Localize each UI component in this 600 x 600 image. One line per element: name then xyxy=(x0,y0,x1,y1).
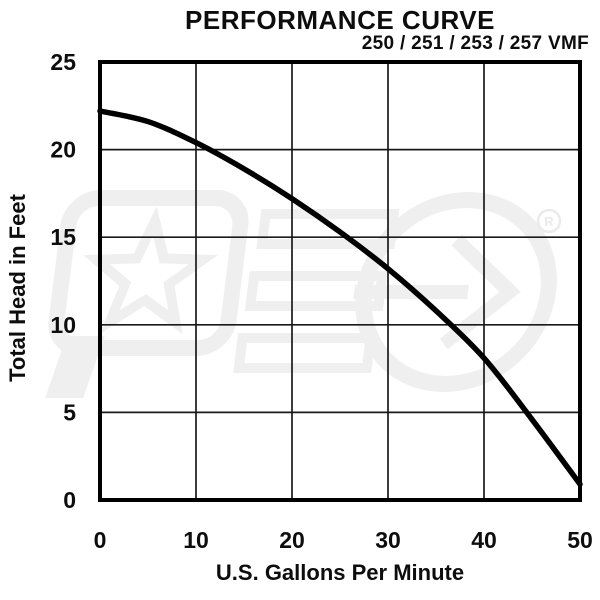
y-tick-label: 5 xyxy=(63,399,76,425)
registered-trademark-icon: R xyxy=(536,208,562,234)
x-tick-label: 20 xyxy=(279,527,305,553)
watermark-star-icon xyxy=(83,206,218,335)
x-tick-label: 10 xyxy=(183,527,209,553)
x-axis-label: U.S. Gallons Per Minute xyxy=(215,560,465,585)
watermark-p-leg xyxy=(45,336,105,398)
y-tick-label: 0 xyxy=(63,487,76,513)
chart-subtitle-model-numbers: 250 / 251 / 253 / 257 VMF xyxy=(361,33,589,54)
x-tick-label: 40 xyxy=(471,527,497,553)
y-tick-label: 25 xyxy=(50,49,76,75)
plot-border xyxy=(98,60,582,502)
watermark-letter-p xyxy=(48,190,249,356)
y-tick-label: 10 xyxy=(50,312,76,338)
x-tick-label: 0 xyxy=(94,527,107,553)
y-axis-label: Total Head in Feet xyxy=(5,194,30,382)
x-tick-label: 30 xyxy=(375,527,401,553)
y-tick-label: 20 xyxy=(50,137,76,163)
registered-r-glyph: R xyxy=(544,214,554,229)
chart-title: PERFORMANCE CURVE xyxy=(185,5,495,35)
pump-head-capacity-curve xyxy=(97,108,583,487)
y-tick-label: 15 xyxy=(50,224,76,250)
x-tick-label: 50 xyxy=(567,527,593,553)
